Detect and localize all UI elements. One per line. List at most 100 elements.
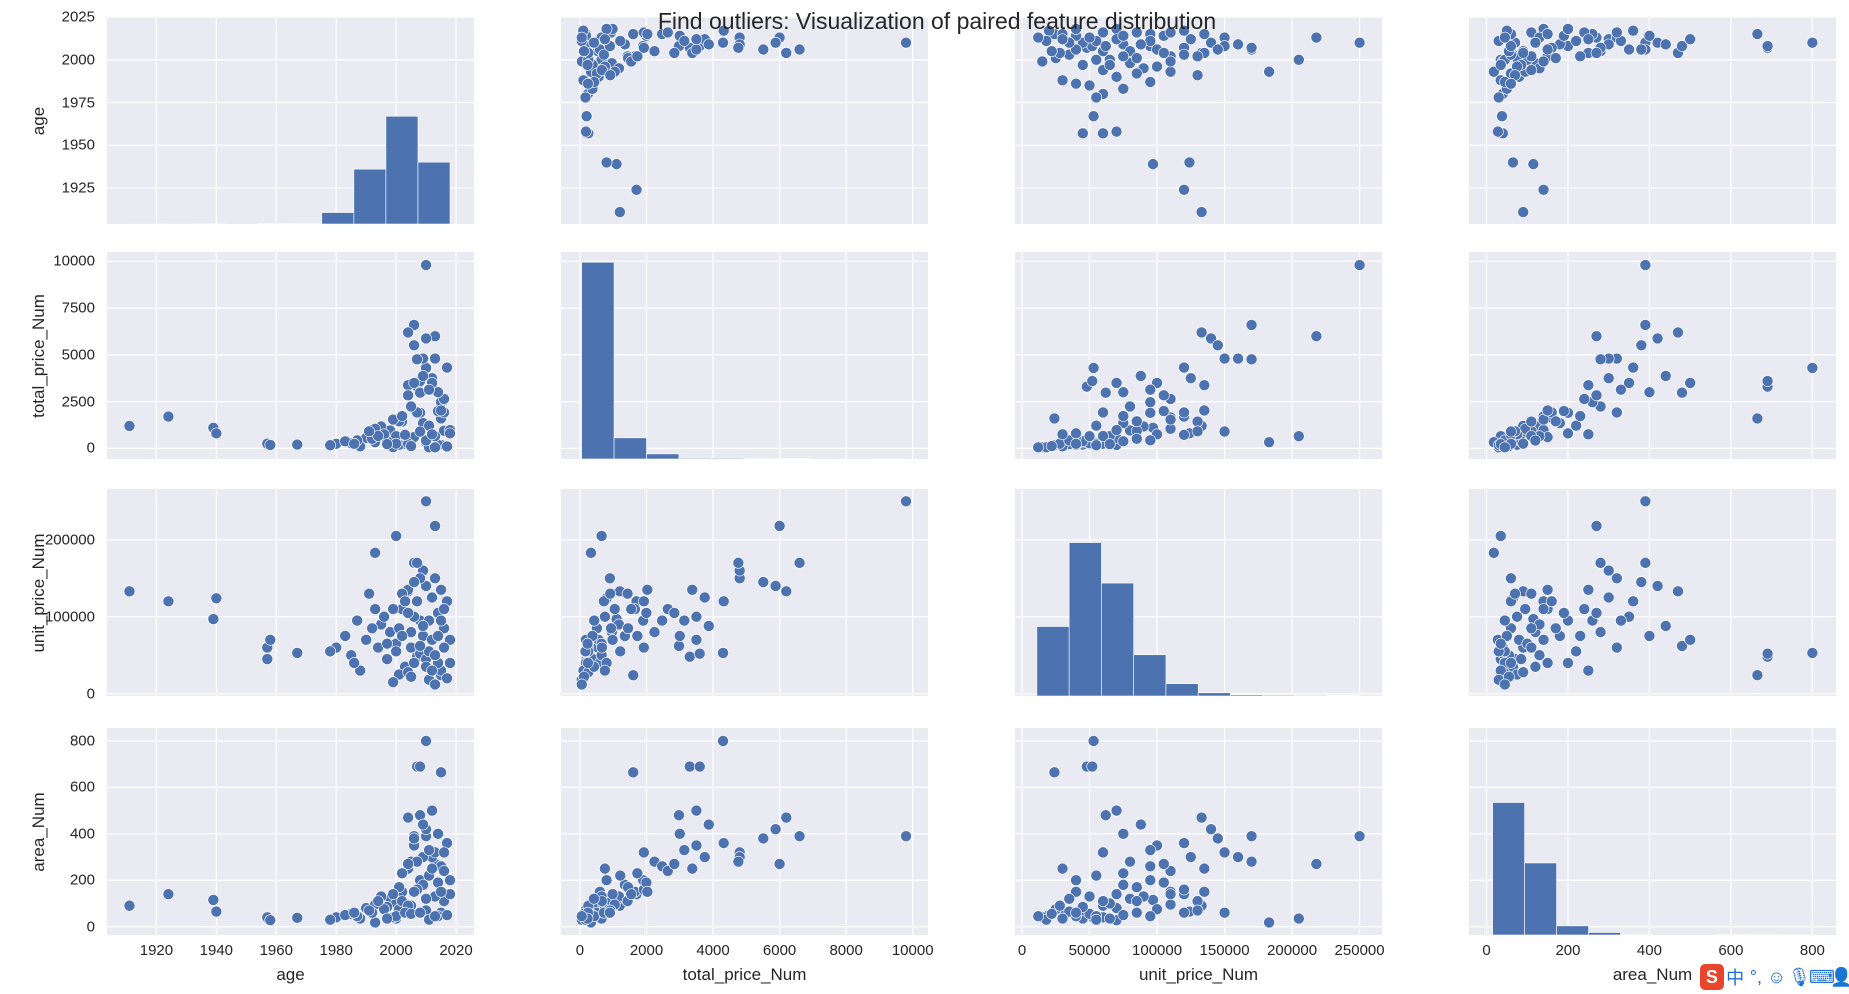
scatter-point <box>207 613 220 625</box>
scatter-point <box>438 641 450 654</box>
scatter-point <box>396 867 408 880</box>
scatter-point <box>662 26 674 39</box>
scatter-point <box>600 23 613 35</box>
scatter-point <box>420 580 432 592</box>
scatter-point <box>1144 407 1157 419</box>
scatter-point <box>1063 892 1076 905</box>
scatter-point <box>595 530 608 542</box>
scatter-point <box>627 28 640 40</box>
scatter-point <box>582 77 594 90</box>
scatter-point <box>417 620 429 632</box>
scatter-point <box>1507 156 1519 169</box>
scatter-point <box>1643 30 1656 42</box>
scatter-point <box>1751 669 1764 682</box>
scatter-point <box>1517 47 1529 59</box>
scatter-point <box>1615 383 1627 396</box>
scatter-point <box>441 672 453 685</box>
scatter-point <box>1541 404 1554 417</box>
panel-plot-area <box>107 728 474 935</box>
scatter-point <box>1582 664 1595 677</box>
scatter-point <box>1164 65 1177 78</box>
smiley-icon[interactable]: ☺ <box>1767 966 1786 987</box>
y-tick-label: 1925 <box>61 179 95 197</box>
scatter-point <box>1353 259 1366 271</box>
scatter-point <box>600 156 613 169</box>
scatter-point <box>381 438 393 450</box>
scatter-point <box>1519 603 1532 615</box>
scatter-point <box>690 43 703 56</box>
scatter-point <box>324 913 336 926</box>
scatter-point <box>396 410 408 422</box>
scatter-point <box>1135 818 1147 831</box>
scatter-point <box>780 585 793 598</box>
scatter-point <box>414 760 426 773</box>
scatter-point <box>381 637 393 650</box>
histogram-bar <box>1101 582 1134 697</box>
scatter-point <box>717 36 729 49</box>
scatter-point <box>599 610 611 623</box>
x-tick-label: 8000 <box>829 942 863 959</box>
scatter-point <box>1494 530 1507 542</box>
x-axis-label: unit_price_Num <box>1138 965 1259 984</box>
ime-language-toggle[interactable]: 中 <box>1726 968 1745 988</box>
scatter-point <box>769 36 782 49</box>
scatter-point <box>1083 79 1096 92</box>
scatter-point <box>599 33 611 46</box>
scatter-point <box>622 622 634 635</box>
scatter-point <box>1501 630 1513 642</box>
scatter-point <box>1615 614 1627 627</box>
ime-toolbar[interactable]: S 中 °, ☺ 🎙 ⌨ 👤 <box>1698 960 1849 994</box>
scatter-point <box>1117 50 1130 63</box>
scatter-point <box>1245 855 1258 868</box>
y-tick-label: 7500 <box>61 299 95 317</box>
scatter-point <box>1099 386 1112 399</box>
scatter-point <box>1090 91 1103 104</box>
scatter-point <box>596 64 608 76</box>
ime-logo-icon[interactable]: S <box>1700 964 1724 990</box>
scatter-point <box>1157 876 1170 889</box>
scatter-point <box>1635 43 1648 56</box>
scatter-point <box>1761 40 1774 52</box>
scatter-point <box>444 657 456 669</box>
microphone-icon[interactable]: 🎙 <box>1788 966 1811 987</box>
scatter-point <box>405 400 417 413</box>
scatter-point <box>683 760 696 773</box>
scatter-point <box>585 547 597 559</box>
scatter-point <box>604 906 616 919</box>
y-tick-label: 200 <box>69 871 95 889</box>
scatter-point <box>1198 862 1211 875</box>
scatter-point <box>604 69 617 81</box>
scatter-point <box>1151 903 1163 916</box>
scatter-point <box>1499 441 1511 454</box>
scatter-point <box>1032 441 1045 454</box>
scatter-point <box>414 425 426 438</box>
scatter-point <box>1263 436 1275 448</box>
keyboard-icon[interactable]: ⌨ <box>1809 966 1835 987</box>
scatter-point <box>1611 26 1623 39</box>
scatter-point <box>1178 837 1190 849</box>
scatter-point <box>1527 158 1540 170</box>
scatter-point <box>1130 67 1143 80</box>
user-icon[interactable]: 👤 <box>1830 966 1849 987</box>
histogram-bar <box>1262 694 1296 697</box>
scatter-point <box>1117 879 1130 891</box>
scatter-point <box>1570 35 1582 47</box>
scatter-point <box>1054 899 1066 912</box>
x-tick-label: 50000 <box>1068 942 1111 959</box>
y-tick-label: 5000 <box>61 346 95 364</box>
scatter-point <box>381 653 393 665</box>
scatter-point <box>414 640 426 652</box>
scatter-point <box>1218 425 1231 438</box>
scatter-point <box>1232 851 1244 863</box>
panel-plot-area <box>1015 16 1382 224</box>
scatter-point <box>1562 23 1574 35</box>
ime-punctuation-toggle[interactable]: °, <box>1749 966 1762 987</box>
scatter-point <box>1198 379 1211 392</box>
scatter-point <box>1533 649 1546 662</box>
scatter-point <box>1178 883 1190 896</box>
scatter-point <box>1232 38 1244 51</box>
scatter-point <box>210 905 223 918</box>
histogram-bar <box>321 212 355 225</box>
scatter-point <box>1090 869 1103 882</box>
histogram-bar <box>1068 542 1102 697</box>
